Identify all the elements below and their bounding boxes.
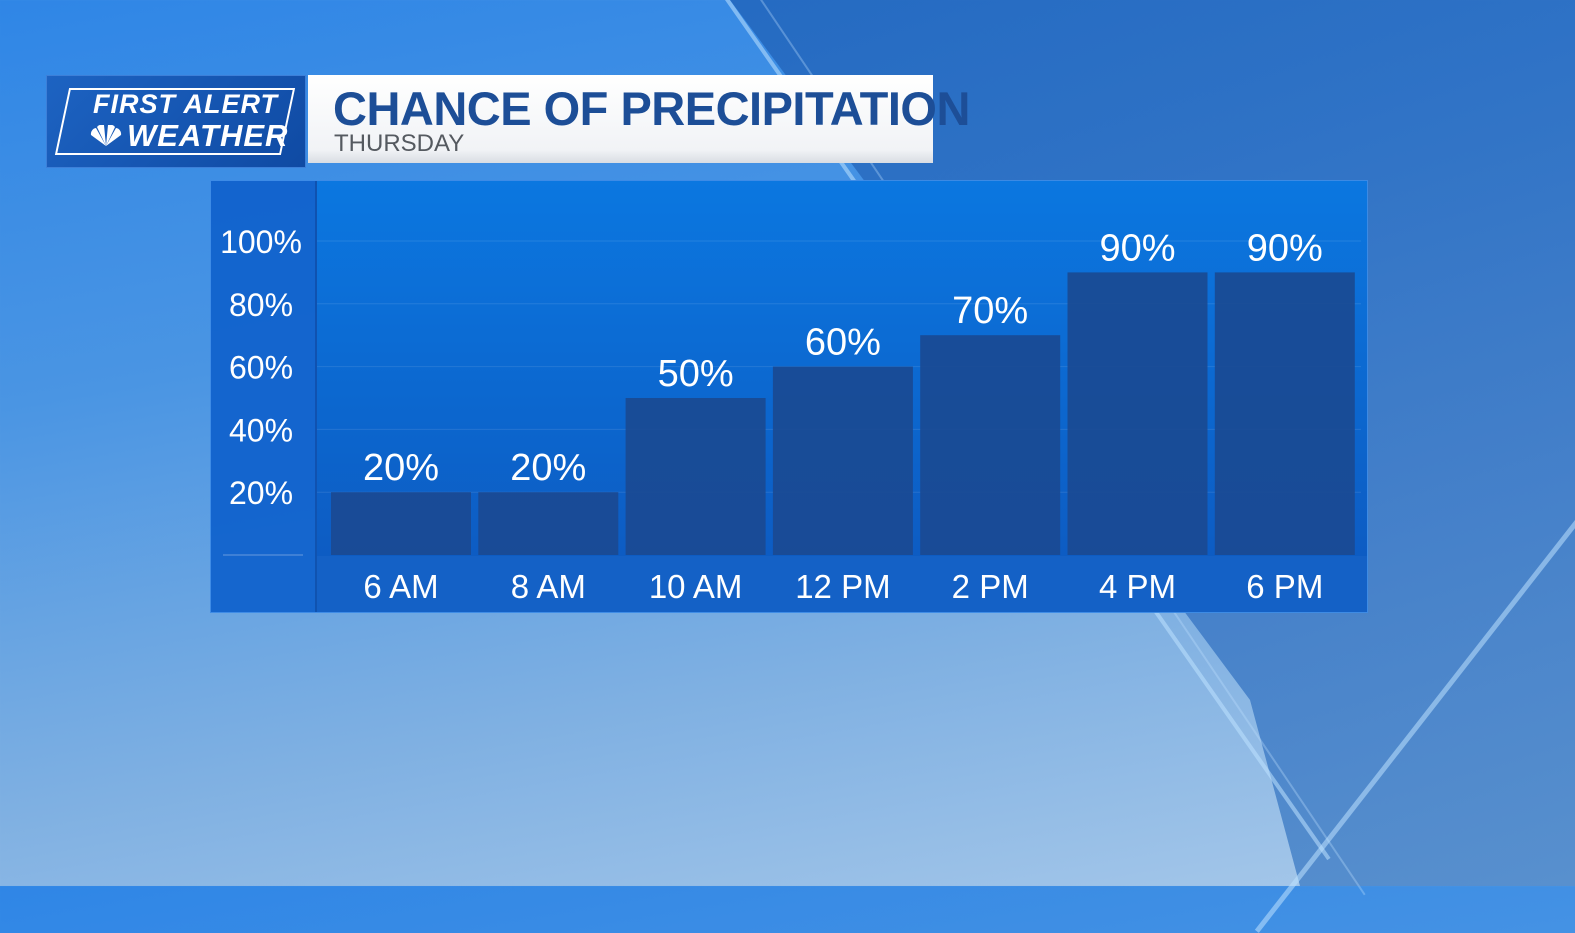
- data-label: 20%: [510, 447, 586, 489]
- chart-title: CHANCE OF PRECIPITATION: [333, 82, 970, 135]
- bar: [920, 335, 1061, 555]
- x-tick-label: 10 AM: [649, 568, 743, 605]
- data-label: 50%: [658, 353, 734, 395]
- logo-text-first-alert: FIRST ALERT: [93, 89, 278, 119]
- y-tick-label: 40%: [229, 412, 293, 448]
- x-tick-label: 6 PM: [1246, 568, 1323, 605]
- x-tick-label: 2 PM: [952, 568, 1029, 605]
- x-tick-label: 8 AM: [511, 568, 586, 605]
- logo-text-weather: WEATHER: [127, 118, 289, 153]
- bar-chart: 20% 40% 60% 80% 100% 20% 6 AM 20% 8 AM 50% 10 AM 60…: [220, 224, 1361, 605]
- bar: [1067, 272, 1208, 555]
- data-label: 20%: [363, 447, 439, 489]
- bar: [772, 366, 913, 555]
- y-tick-label: 80%: [229, 287, 293, 323]
- chart-subtitle: THURSDAY: [334, 130, 465, 157]
- y-axis-panel: [211, 181, 317, 612]
- data-label: 90%: [1247, 227, 1323, 269]
- bar: [478, 492, 619, 555]
- data-label: 90%: [1099, 227, 1175, 269]
- x-tick-label: 4 PM: [1099, 568, 1176, 605]
- bar: [331, 492, 471, 555]
- title-card: CHANCE OF PRECIPITATION THURSDAY: [308, 75, 970, 163]
- y-tick-label: 20%: [229, 475, 293, 511]
- brand-logo: FIRST ALERT WEATHER: [46, 75, 306, 168]
- y-tick-label: 100%: [220, 224, 302, 260]
- chart-panel: 20% 40% 60% 80% 100% 20% 6 AM 20% 8 AM 50% 10 AM 60…: [210, 180, 1368, 613]
- data-label: 70%: [952, 290, 1028, 332]
- x-tick-label: 6 AM: [363, 568, 438, 605]
- bar: [625, 398, 766, 555]
- y-tick-label: 60%: [229, 350, 293, 386]
- x-tick-label: 12 PM: [795, 568, 890, 605]
- data-label: 60%: [805, 322, 881, 364]
- bar: [1214, 272, 1355, 555]
- peacock-icon: [90, 125, 122, 146]
- x-axis-band: [317, 556, 1367, 612]
